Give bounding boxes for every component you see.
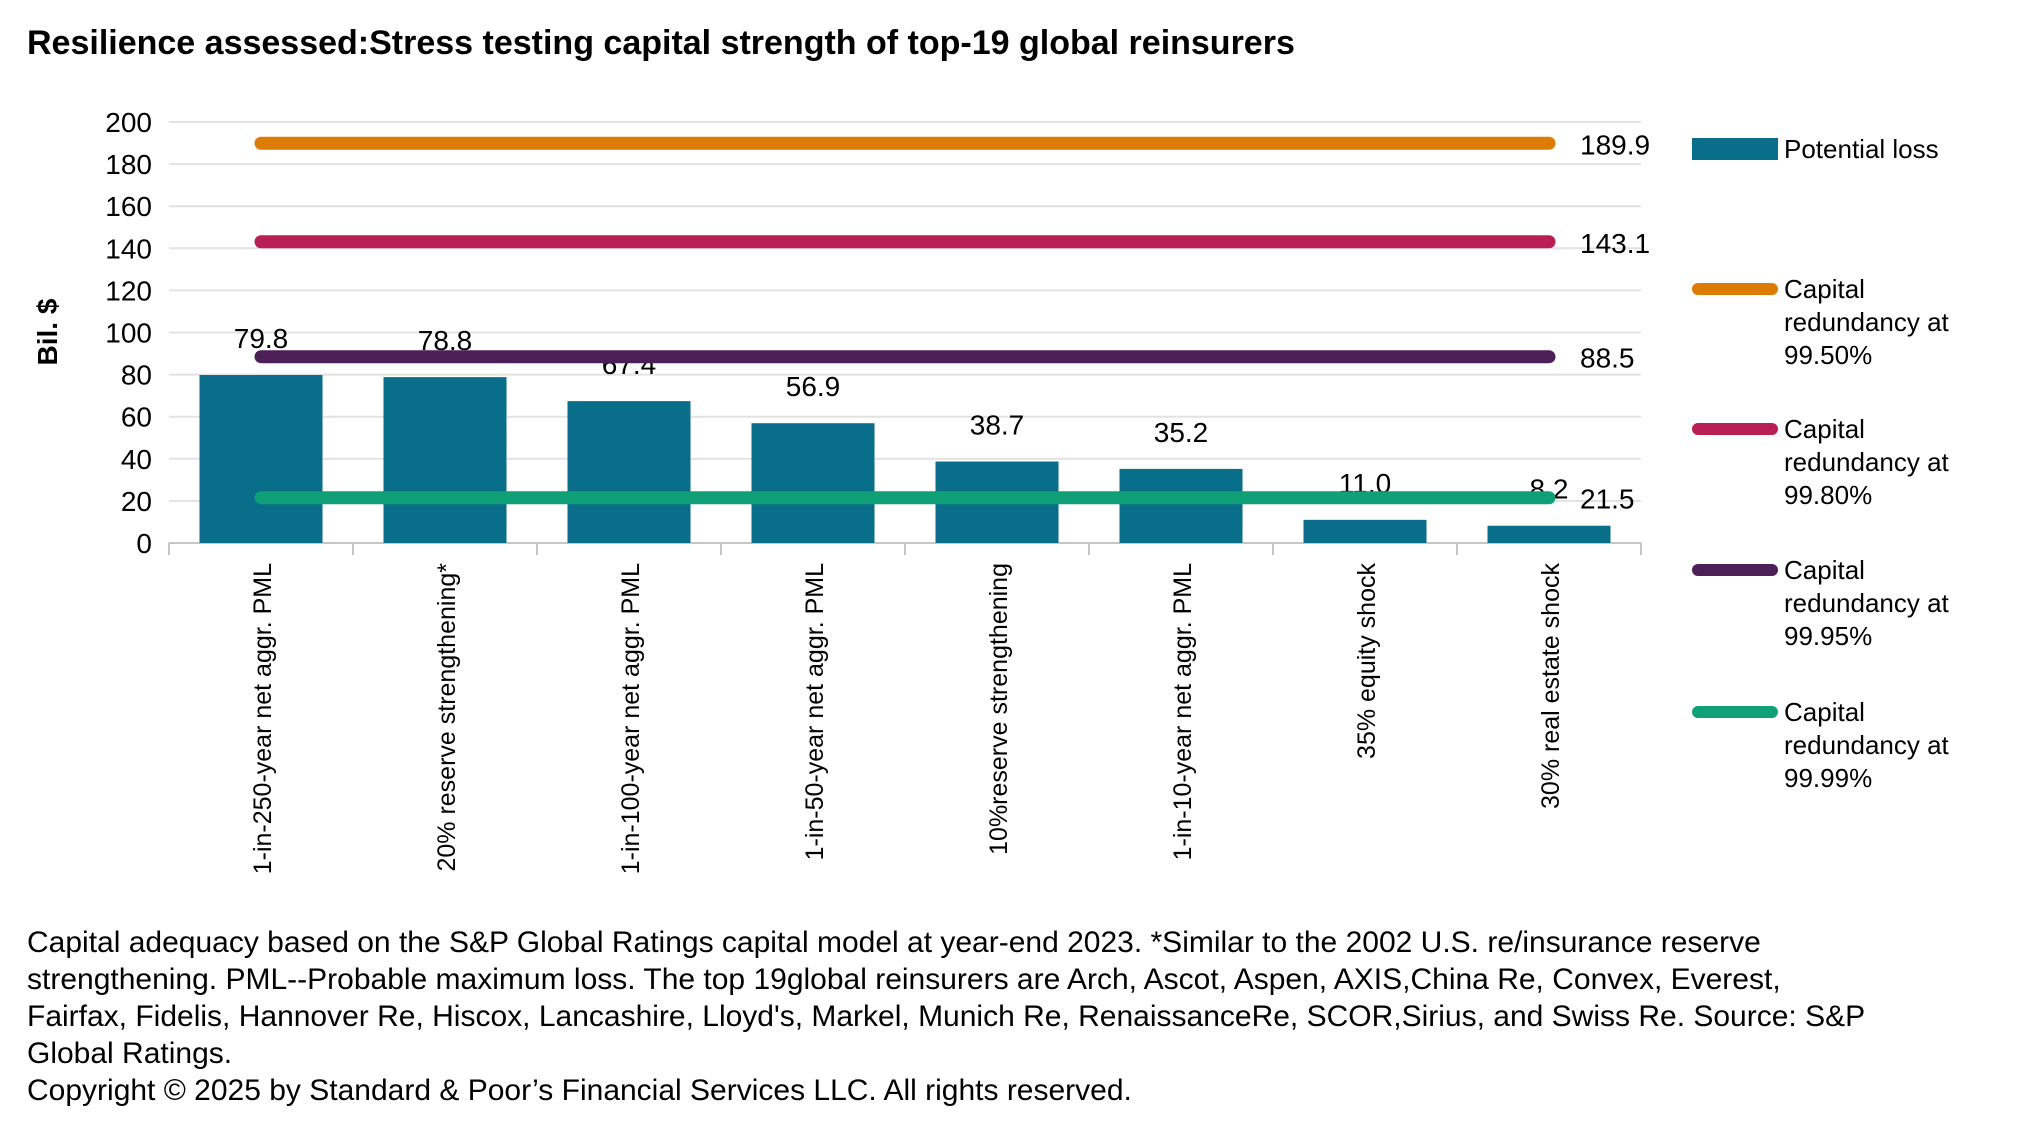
x-category-label: 1-in-250-year net aggr. PML (249, 563, 277, 874)
legend-label: redundancy at (1784, 588, 1950, 618)
bar (199, 375, 323, 543)
footnote-line: Capital adequacy based on the S&P Global… (27, 926, 1761, 959)
legend-line-swatch (1692, 564, 1778, 576)
footnote-line: Global Ratings. (27, 1037, 233, 1070)
legend-label: Capital (1784, 697, 1865, 727)
bar-value-label: 56.9 (786, 371, 841, 402)
legend-label: Capital (1784, 274, 1865, 304)
legend-label: 99.95% (1784, 621, 1872, 651)
legend-label: redundancy at (1784, 307, 1950, 337)
reference-line-value-label: 189.9 (1580, 129, 1650, 160)
bar (567, 401, 691, 543)
legend-label: Potential loss (1784, 134, 1939, 164)
bar (383, 377, 507, 543)
footnote-line: strengthening. PML--Probable maximum los… (27, 963, 1781, 996)
y-tick-label: 200 (105, 107, 152, 138)
x-category-label: 35% equity shock (1353, 563, 1381, 759)
legend-label: redundancy at (1784, 730, 1950, 760)
footnote: Capital adequacy based on the S&P Global… (27, 924, 1947, 1109)
reference-line-value-label: 143.1 (1580, 228, 1650, 259)
legend-label: 99.80% (1784, 480, 1872, 510)
x-category-label: 30% real estate shock (1537, 563, 1565, 809)
y-tick-label: 20 (121, 486, 152, 517)
x-category-label: 1-in-100-year net aggr. PML (617, 563, 645, 874)
copyright-line: Copyright © 2025 by Standard & Poor’s Fi… (27, 1074, 1132, 1107)
legend-label: 99.99% (1784, 763, 1872, 793)
legend-line-swatch (1692, 283, 1778, 295)
y-tick-label: 100 (105, 318, 152, 349)
legend-label: Capital (1784, 414, 1865, 444)
y-tick-label: 0 (136, 528, 152, 559)
legend-label: 99.50% (1784, 340, 1872, 370)
legend-line-swatch (1692, 423, 1778, 435)
bar (751, 423, 875, 543)
chart-title: Resilience assessed:Stress testing capit… (27, 24, 1295, 62)
y-tick-label: 140 (105, 233, 152, 264)
bar-value-label: 79.8 (234, 323, 289, 354)
x-category-label: 1-in-50-year net aggr. PML (801, 563, 829, 860)
y-axis-title: Bil. $ (32, 298, 63, 365)
footnote-line: Fairfax, Fidelis, Hannover Re, Hiscox, L… (27, 1000, 1866, 1033)
y-tick-label: 80 (121, 360, 152, 391)
bar (1119, 468, 1243, 543)
y-tick-label: 60 (121, 402, 152, 433)
legend-label: redundancy at (1784, 447, 1950, 477)
bar (1487, 525, 1611, 543)
y-tick-label: 120 (105, 275, 152, 306)
bar (1303, 519, 1427, 543)
bar-value-label: 35.2 (1154, 417, 1209, 448)
legend-line-swatch (1692, 706, 1778, 718)
y-tick-label: 160 (105, 191, 152, 222)
x-category-label: 10%reserve strengthening (985, 563, 1013, 855)
reference-line-value-label: 21.5 (1580, 484, 1635, 515)
x-category-label: 1-in-10-year net aggr. PML (1169, 563, 1197, 860)
y-tick-label: 180 (105, 149, 152, 180)
legend-swatch-potential-loss (1692, 138, 1778, 160)
y-tick-label: 40 (121, 444, 152, 475)
bar-value-label: 38.7 (970, 410, 1025, 441)
x-category-label: 20% reserve strengthening* (433, 563, 461, 872)
legend-label: Capital (1784, 555, 1865, 585)
reference-line-value-label: 88.5 (1580, 343, 1635, 374)
